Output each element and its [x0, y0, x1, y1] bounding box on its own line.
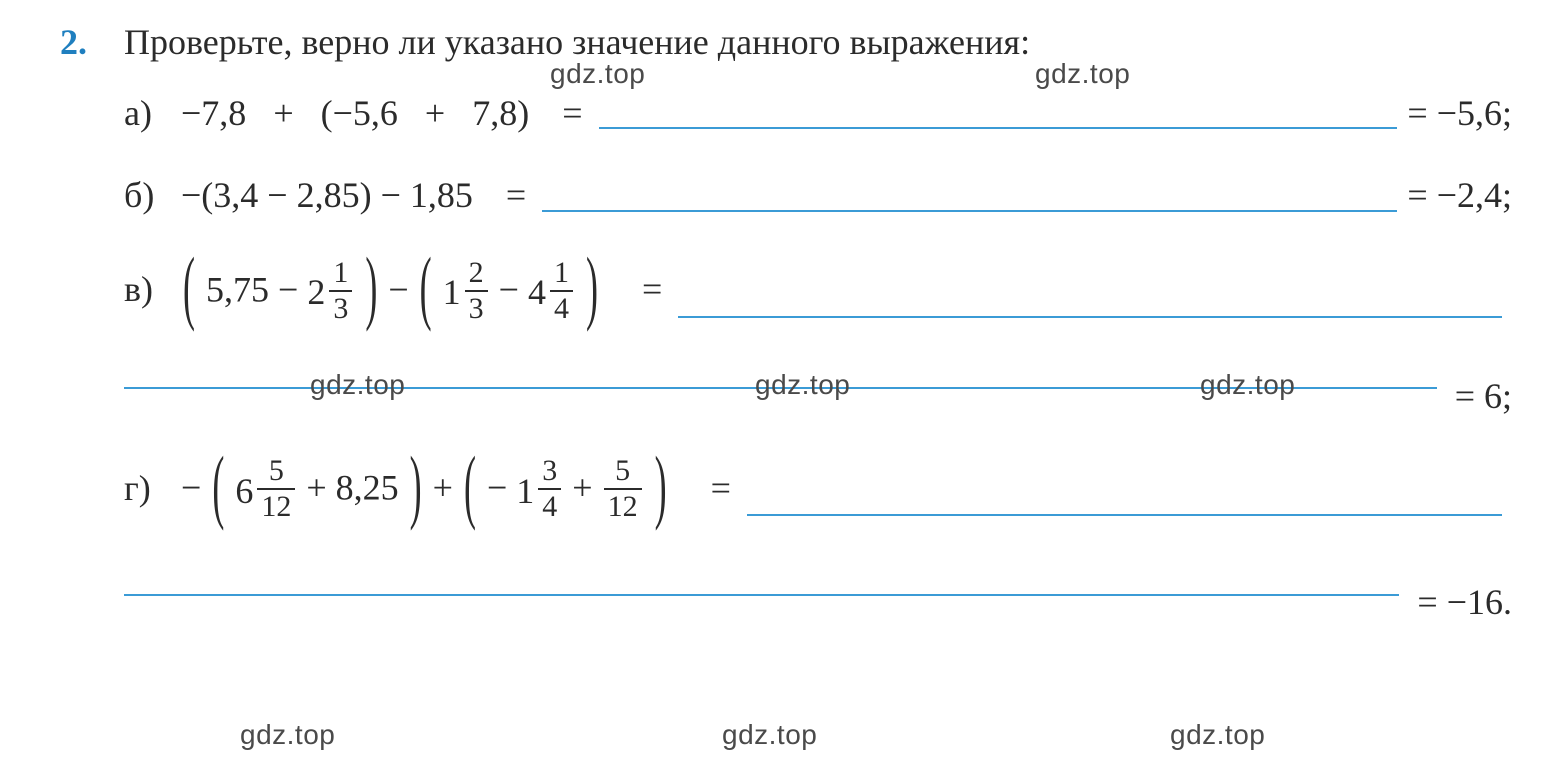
item-b: б) −(3,4 − 2,85) − 1,85 = = −2,4; [124, 171, 1512, 220]
numerator: 5 [611, 456, 634, 488]
item-c-lhs: в) ( 5,75 − 2 1 3 ) − ( 1 2 3 [124, 260, 668, 326]
text: −7,8 [181, 93, 246, 133]
paren-close: ) [586, 231, 598, 343]
paren-open: ( [420, 231, 432, 343]
numerator: 2 [465, 258, 488, 290]
blank-line [124, 387, 1437, 389]
problem-prompt: Проверьте, верно ли указано значение дан… [124, 18, 1030, 67]
item-d-rhs: = −16. [1417, 578, 1512, 627]
mixed-fraction: 2 1 3 [307, 260, 354, 326]
numerator: 3 [538, 456, 561, 488]
text: − [181, 468, 201, 508]
equals: = [556, 93, 588, 133]
mixed-fraction: 4 1 4 [528, 260, 575, 326]
fraction: 2 3 [465, 258, 488, 324]
paren-open: ( [464, 430, 476, 542]
text: + [273, 93, 293, 133]
item-a: а) −7,8 + (−5,6 + 7,8) = = −5,6; [124, 89, 1512, 138]
watermark: gdz.top [240, 716, 335, 754]
blank-line [747, 514, 1502, 516]
numerator: 1 [329, 258, 352, 290]
paren-open: ( [183, 231, 195, 343]
item-d-cont: = −16. [124, 578, 1512, 627]
paren-close: ) [655, 430, 667, 542]
text: + 8,25 [306, 468, 398, 508]
item-b-label: б) [124, 171, 172, 220]
denominator: 3 [329, 290, 352, 324]
item-b-lhs: б) −(3,4 − 2,85) − 1,85 = [124, 171, 532, 220]
whole: 1 [516, 467, 534, 516]
text: + [433, 468, 462, 508]
whole: 6 [235, 467, 253, 516]
fraction: 3 4 [538, 456, 561, 522]
item-c-cont: = 6; [124, 372, 1512, 421]
paren-open: ( [212, 430, 224, 542]
fraction: 1 3 [329, 258, 352, 324]
problem-number: 2. [60, 18, 96, 67]
text: − [388, 269, 417, 309]
text: − [487, 468, 507, 508]
item-d-lhs: г) − ( 6 5 12 + 8,25 ) + ( − 1 [124, 458, 737, 524]
text: + [572, 468, 601, 508]
fraction: 5 12 [604, 456, 642, 522]
item-b-rhs: = −2,4; [1407, 171, 1512, 220]
text: 7,8) [472, 93, 529, 133]
whole: 1 [443, 268, 461, 317]
watermark: gdz.top [722, 716, 817, 754]
page: 2. Проверьте, верно ли указано значение … [0, 0, 1562, 776]
equals: = [636, 269, 668, 309]
item-a-lhs: а) −7,8 + (−5,6 + 7,8) = [124, 89, 589, 138]
text: − [499, 269, 528, 309]
whole: 2 [307, 268, 325, 317]
items: а) −7,8 + (−5,6 + 7,8) = = −5,6; б) −(3,… [124, 89, 1512, 627]
paren-close: ) [410, 430, 422, 542]
item-a-rhs: = −5,6; [1407, 89, 1512, 138]
denominator: 4 [550, 290, 573, 324]
equals: = [705, 468, 737, 508]
item-d-label: г) [124, 464, 172, 513]
denominator: 4 [538, 488, 561, 522]
item-c: в) ( 5,75 − 2 1 3 ) − ( 1 2 3 [124, 260, 1512, 326]
watermark: gdz.top [1170, 716, 1265, 754]
header: 2. Проверьте, верно ли указано значение … [60, 18, 1512, 67]
mixed-fraction: 1 2 3 [443, 260, 490, 326]
whole: 4 [528, 268, 546, 317]
denominator: 3 [465, 290, 488, 324]
text: 5,75 − [206, 269, 307, 309]
numerator: 1 [550, 258, 573, 290]
fraction: 1 4 [550, 258, 573, 324]
blank-line [124, 594, 1399, 596]
mixed-fraction: 1 3 4 [516, 458, 563, 524]
fraction: 5 12 [257, 456, 295, 522]
item-c-rhs: = 6; [1455, 372, 1512, 421]
text: −(3,4 − 2,85) − 1,85 [181, 175, 473, 215]
blank-line [542, 210, 1397, 212]
item-a-label: а) [124, 89, 172, 138]
item-c-label: в) [124, 265, 172, 314]
item-d: г) − ( 6 5 12 + 8,25 ) + ( − 1 [124, 458, 1512, 524]
paren-close: ) [365, 231, 377, 343]
text: + [425, 93, 445, 133]
numerator: 5 [265, 456, 288, 488]
denominator: 12 [604, 488, 642, 522]
equals: = [500, 175, 532, 215]
blank-line [678, 316, 1502, 318]
text: (−5,6 [321, 93, 398, 133]
blank-line [599, 127, 1398, 129]
denominator: 12 [257, 488, 295, 522]
mixed-fraction: 6 5 12 [235, 458, 297, 524]
